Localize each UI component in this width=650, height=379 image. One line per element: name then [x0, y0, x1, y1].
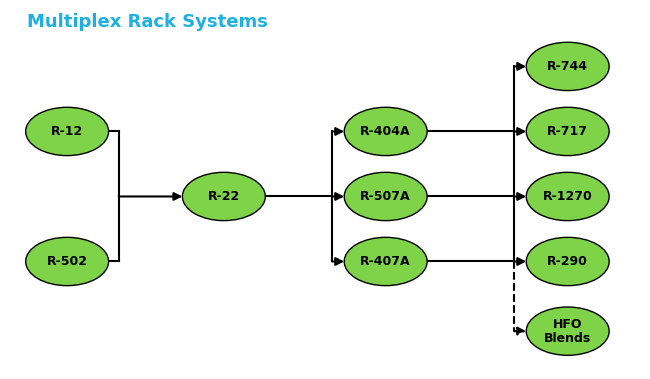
Ellipse shape: [526, 237, 609, 286]
Text: R-717: R-717: [547, 125, 588, 138]
Ellipse shape: [344, 172, 427, 221]
Ellipse shape: [526, 107, 609, 156]
Ellipse shape: [25, 237, 109, 286]
Ellipse shape: [526, 42, 609, 91]
Text: R-22: R-22: [208, 190, 240, 203]
Text: HFO
Blends: HFO Blends: [544, 318, 592, 345]
Text: R-404A: R-404A: [360, 125, 411, 138]
Text: R-1270: R-1270: [543, 190, 593, 203]
Text: R-407A: R-407A: [360, 255, 411, 268]
Text: Multiplex Rack Systems: Multiplex Rack Systems: [27, 13, 268, 31]
Text: R-12: R-12: [51, 125, 83, 138]
Ellipse shape: [526, 307, 609, 356]
Ellipse shape: [344, 237, 427, 286]
Ellipse shape: [526, 172, 609, 221]
Text: R-502: R-502: [47, 255, 88, 268]
Text: R-290: R-290: [547, 255, 588, 268]
Ellipse shape: [183, 172, 265, 221]
Ellipse shape: [25, 107, 109, 156]
Text: R-507A: R-507A: [360, 190, 411, 203]
Text: R-744: R-744: [547, 60, 588, 73]
Ellipse shape: [344, 107, 427, 156]
